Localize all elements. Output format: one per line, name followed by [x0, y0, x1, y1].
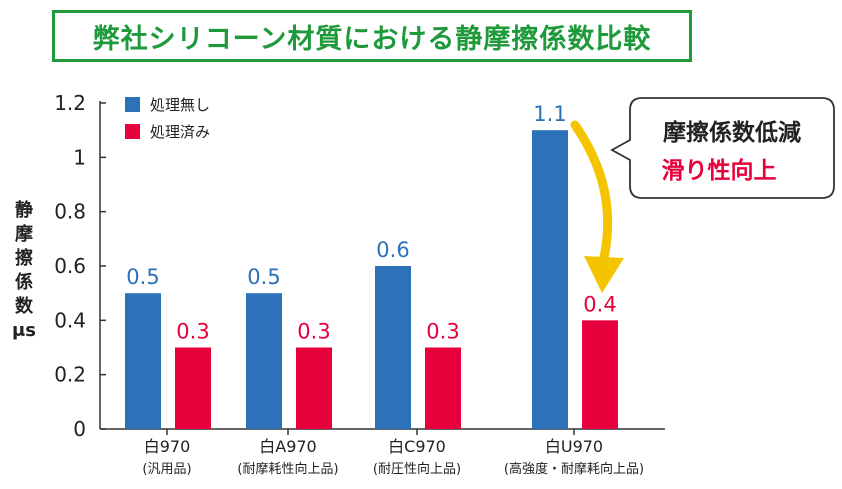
y-tick-label: 1	[73, 145, 86, 169]
callout-line2: 滑り性向上	[662, 157, 777, 184]
y-tick-label: 0.4	[54, 308, 86, 332]
x-tick-label: 白970	[144, 437, 191, 456]
data-label: 1.1	[533, 102, 566, 126]
x-tick-label: 白A970	[259, 437, 317, 456]
y-axis-label-char: 摩	[15, 223, 33, 245]
x-tick-sublabel: (耐摩耗性向上品)	[237, 461, 338, 477]
legend-swatch	[125, 97, 140, 112]
bar-treated	[296, 347, 332, 429]
legend-label: 処理無し	[150, 96, 210, 114]
bar-treated	[175, 347, 211, 429]
chart-title: 弊社シリコーン材質における静摩擦係数比較	[92, 23, 652, 55]
legend-swatch	[125, 124, 140, 139]
y-axis-label-char: 静	[15, 199, 33, 221]
y-tick-label: 0.6	[54, 254, 86, 278]
bar-treated	[582, 320, 618, 429]
legend-label: 処理済み	[150, 123, 210, 141]
decrease-arrow-shaft	[570, 120, 613, 267]
data-label: 0.6	[376, 238, 409, 262]
y-axis-label-char: 擦	[15, 247, 33, 269]
x-tick-sublabel: (耐圧性向上品)	[373, 461, 461, 477]
bar-treated	[425, 347, 461, 429]
y-tick-label: 1.2	[54, 91, 86, 115]
y-tick-label: 0	[73, 417, 86, 441]
data-label: 0.4	[583, 292, 616, 316]
y-tick-label: 0.2	[54, 363, 86, 387]
callout-bubble	[610, 97, 835, 199]
y-axis-label-char: μs	[12, 320, 36, 341]
x-tick-label: 白C970	[388, 437, 446, 456]
y-axis-label-char: 係	[15, 271, 33, 293]
data-label: 0.5	[247, 265, 280, 289]
data-label: 0.3	[426, 320, 459, 344]
callout-line1: 摩擦係数低減	[663, 119, 801, 146]
chart-title-box: 弊社シリコーン材質における静摩擦係数比較	[52, 10, 692, 62]
data-label: 0.3	[176, 320, 209, 344]
bar-untreated	[246, 293, 282, 429]
x-tick-sublabel: (汎用品)	[142, 462, 191, 477]
y-tick-label: 0.8	[54, 200, 86, 224]
data-label: 0.3	[297, 320, 330, 344]
x-tick-label: 白U970	[545, 437, 603, 456]
y-axis-label-char: 数	[15, 295, 34, 317]
x-tick-sublabel: (高強度・耐摩耗向上品)	[504, 461, 644, 477]
data-label: 0.5	[126, 265, 159, 289]
bar-untreated	[532, 130, 568, 429]
bar-untreated	[375, 266, 411, 429]
bar-untreated	[125, 293, 161, 429]
decrease-arrow-head	[584, 256, 624, 293]
